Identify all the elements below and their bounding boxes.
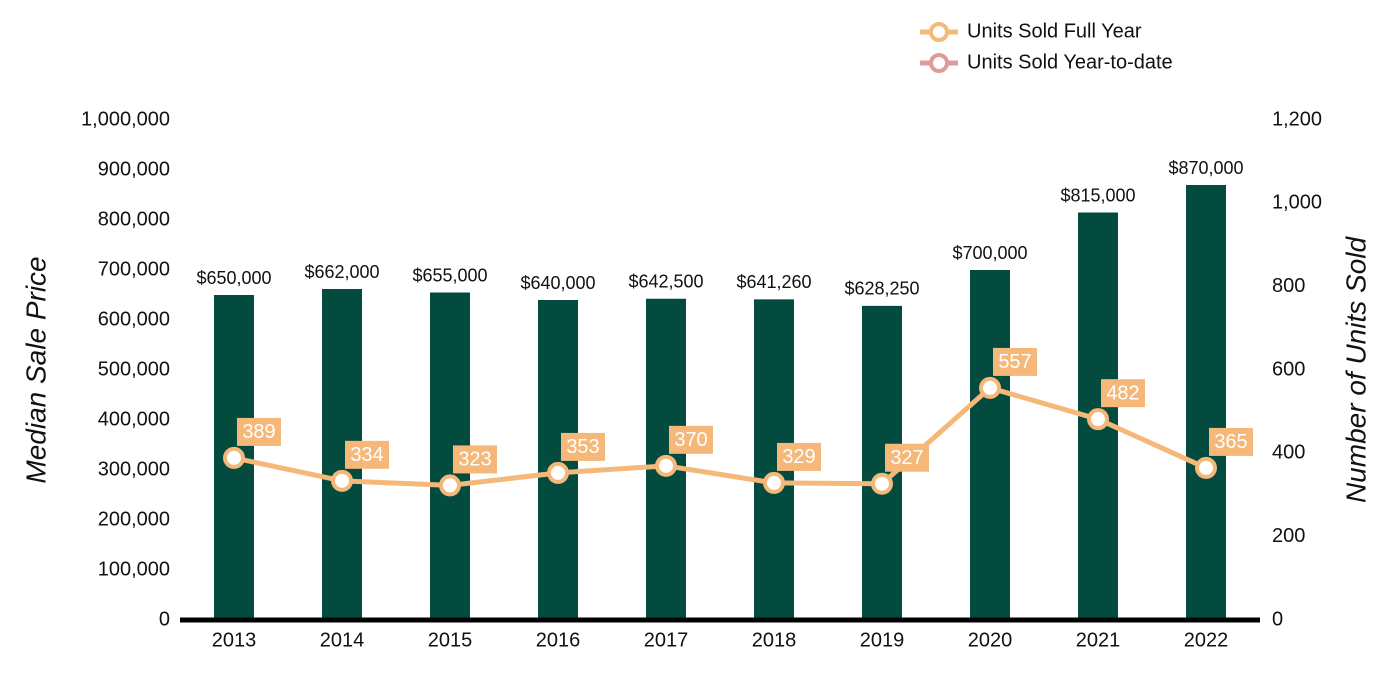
line-value-label: 334: [350, 444, 383, 466]
line-marker: [331, 469, 353, 492]
bar-value-label: $640,000: [520, 273, 595, 293]
y2-tick-label: 800: [1272, 275, 1305, 297]
y-tick-label: 500,000: [98, 358, 170, 380]
line-value-label: 370: [674, 429, 707, 451]
line-value-label: 557: [998, 351, 1031, 373]
y-tick-label: 600,000: [98, 308, 170, 330]
x-tick-label: 2015: [428, 629, 473, 651]
bar: [1186, 185, 1226, 620]
bar-value-label: $662,000: [304, 262, 379, 282]
bar-value-label: $700,000: [952, 243, 1027, 263]
line-value-label: 329: [782, 446, 815, 468]
bar-value-label: $655,000: [412, 265, 487, 285]
y-tick-label: 400,000: [98, 408, 170, 430]
y2-axis-title: Number of Units Sold: [1340, 236, 1371, 504]
bar-value-label: $628,250: [844, 279, 919, 299]
line-value-label: 389: [242, 421, 275, 443]
x-tick-label: 2020: [968, 629, 1013, 651]
y-tick-label: 800,000: [98, 208, 170, 230]
line-value-label: 327: [890, 447, 923, 469]
line-marker: [223, 446, 245, 469]
line-value-label: 353: [566, 436, 599, 458]
data-label-box: [237, 417, 281, 446]
line-marker: [1087, 408, 1109, 431]
x-tick-label: 2021: [1076, 629, 1121, 651]
bar: [970, 270, 1010, 620]
legend-label: Units Sold Year-to-date: [967, 51, 1173, 73]
x-tick-label: 2013: [212, 629, 257, 651]
y2-tick-label: 200: [1272, 525, 1305, 547]
data-label-box: [885, 443, 929, 472]
y2-tick-label: 1,000: [1272, 192, 1322, 214]
y2-tick-label: 600: [1272, 358, 1305, 380]
line-value-label: 365: [1214, 431, 1247, 453]
x-tick-label: 2014: [320, 629, 365, 651]
y-axis-title: Median Sale Price: [20, 256, 51, 483]
data-label-box: [561, 432, 605, 461]
data-label-box: [777, 442, 821, 471]
x-tick-label: 2016: [536, 629, 581, 651]
y2-tick-label: 1,200: [1272, 108, 1322, 130]
data-label-box: [669, 425, 713, 454]
legend-marker: [929, 22, 949, 42]
line-marker: [871, 472, 893, 495]
y-tick-label: 0: [159, 608, 170, 630]
data-label-box: [1209, 427, 1253, 456]
line-marker: [547, 461, 569, 484]
x-tick-label: 2017: [644, 629, 689, 651]
bar-value-label: $870,000: [1168, 158, 1243, 178]
x-tick-label: 2022: [1184, 629, 1229, 651]
line-value-label: 323: [458, 449, 491, 471]
line-marker: [439, 474, 461, 497]
data-label-box: [1101, 379, 1145, 408]
y-tick-label: 900,000: [98, 158, 170, 180]
y-tick-label: 200,000: [98, 508, 170, 530]
y-tick-label: 100,000: [98, 558, 170, 580]
line-value-label: 482: [1106, 382, 1139, 404]
line-marker: [655, 454, 677, 477]
bar-value-label: $642,500: [628, 272, 703, 292]
data-label-box: [345, 440, 389, 469]
bar-value-label: $650,000: [196, 268, 271, 288]
y2-tick-label: 400: [1272, 442, 1305, 464]
line-marker: [763, 471, 785, 494]
y-tick-label: 1,000,000: [81, 108, 170, 130]
bar-value-label: $641,260: [736, 272, 811, 292]
bar-value-label: $815,000: [1060, 185, 1135, 205]
line-marker: [979, 376, 1001, 399]
legend-label: Units Sold Full Year: [967, 20, 1142, 42]
y-tick-label: 700,000: [98, 258, 170, 280]
legend-marker: [929, 53, 949, 73]
data-label-box: [993, 347, 1037, 376]
data-label-box: [453, 445, 497, 474]
line-marker: [1195, 456, 1217, 479]
x-tick-label: 2019: [860, 629, 905, 651]
x-tick-label: 2018: [752, 629, 797, 651]
line: [233, 385, 1208, 488]
y-tick-label: 300,000: [98, 458, 170, 480]
y2-tick-label: 0: [1272, 608, 1283, 630]
